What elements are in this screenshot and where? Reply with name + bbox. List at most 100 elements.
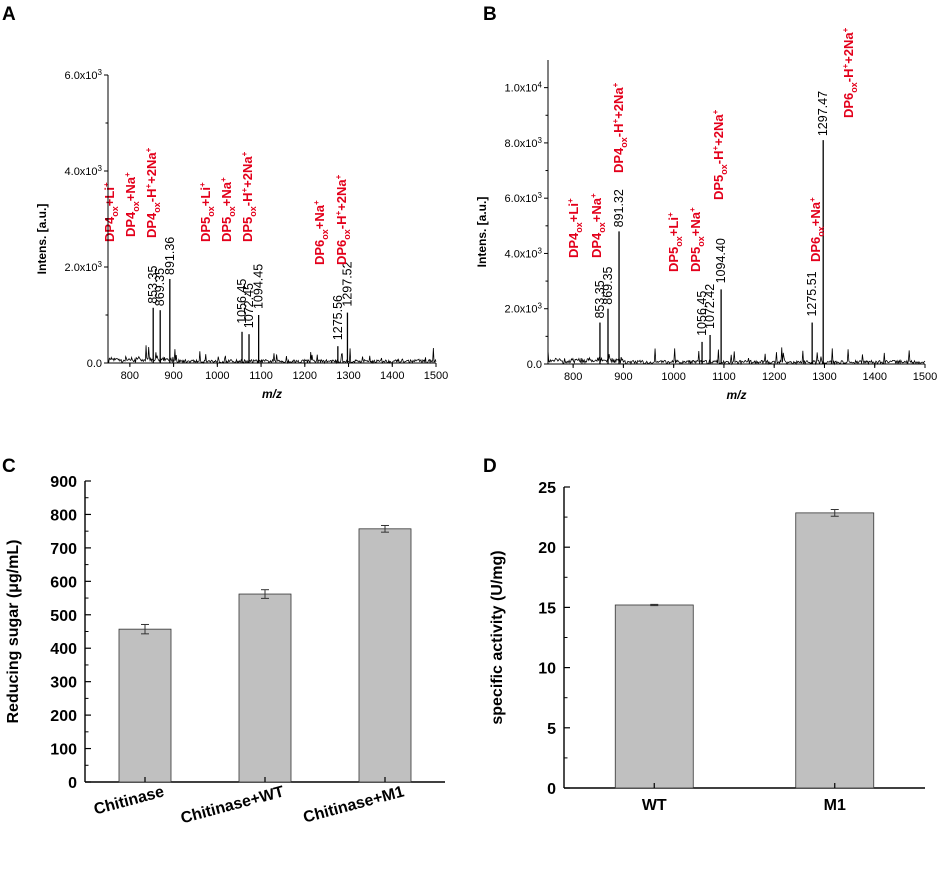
spectrum-baseline [107,345,437,365]
peak-annotation: DP6ox-H++2Na+ [841,27,859,118]
panel-label-d: D [483,456,497,477]
x-tick-label: Chitinase+WT [179,783,286,827]
y-tick-label: 0 [68,775,77,792]
y-tick-label: 6.0x103 [65,68,103,82]
y-tick-label: 300 [50,675,77,692]
peak-label: 1094.40 [714,238,728,283]
y-tick-label: 600 [50,574,77,591]
peak-label: 869.35 [601,266,615,304]
y-axis-label: specific activity (U/mg) [489,550,506,724]
x-tick-label: WT [642,797,667,814]
peak-annotation: DP5ox-H++2Na+ [240,151,258,242]
peak-annotation: DP6ox+Na+ [808,197,826,262]
y-tick-label: 0 [547,781,556,798]
y-tick-label: 5 [547,721,556,738]
x-tick-label: 1300 [812,371,836,383]
peak-label: 891.32 [612,189,626,227]
peak-annotation: DP4ox+Li+ [102,182,120,242]
peak-label: 1297.47 [816,91,830,136]
spectrum-baseline [547,347,926,366]
bar-chitinase-m1 [358,528,412,783]
x-tick-label: 1400 [380,370,404,382]
x-tick-label: 900 [614,371,632,383]
y-tick-label: 800 [50,507,77,524]
x-tick-label: Chitinase+M1 [302,783,407,826]
peak-annotation: DP4ox-H++2Na+ [144,147,162,238]
peak-label: 853.35 [146,266,160,304]
x-tick-label: 1500 [913,371,937,383]
peak-annotation: DP5ox+Na+ [219,177,237,242]
y-tick-label: 6.0x103 [505,191,543,205]
peak-annotation: DP6ox-H++2Na+ [334,174,352,265]
peak-annotation: DP4ox+Na+ [123,172,141,237]
y-tick-label: 200 [50,708,77,725]
x-tick-label: 1400 [862,371,886,383]
bar-chart-specific-activity: 0 5 10 15 20 25 WT M1 specific activity (U/mg) [489,480,925,814]
peak-label: 853.35 [593,280,607,318]
y-tick-label: 1.0x104 [505,81,543,95]
x-axis-label: m/z [726,388,746,402]
y-tick-label: 900 [50,474,77,491]
peak-label: 1297.52 [340,261,354,306]
y-tick-label: 400 [50,641,77,658]
peak-label: 1094.45 [252,264,266,309]
peak-label: 1072.45 [242,283,256,328]
x-tick-label: 1200 [293,370,317,382]
bar-m1 [795,512,875,789]
y-tick-label: 25 [538,480,556,497]
y-tick-label: 20 [538,540,556,557]
bar-chart-reducing-sugar: 0 100 200 300 400 500 600 700 800 900 Chitinase Chi… [5,474,445,827]
y-tick-label: 500 [50,608,77,625]
x-tick-label: 900 [164,370,182,382]
peak-annotation: DP5ox+Li+ [198,182,216,242]
y-tick-label: 2.0x103 [505,302,543,316]
peak-label: 869.35 [153,268,167,306]
x-tick-label: M1 [824,797,846,814]
panel-label-a: A [2,4,16,25]
peak-label: 891.36 [163,237,177,275]
peak-label: 1275.51 [805,271,819,316]
peak-label: 1072.42 [703,284,717,329]
x-tick-label: 800 [121,370,139,382]
peak-annotation: DP6ox+Na+ [312,200,330,265]
y-tick-label: 2.0x103 [65,260,103,274]
peak-label: 1056.45 [235,279,249,324]
peak-annotation: DP5ox-H++2Na+ [711,109,729,200]
y-tick-label: 0.0 [527,359,542,371]
panel-label-c: C [2,456,16,477]
panel-label-b: B [483,4,497,25]
x-tick-label: 800 [564,371,582,383]
y-tick-label: 15 [538,600,556,617]
y-tick-label: 100 [50,742,77,759]
y-tick-label: 10 [538,661,556,678]
x-tick-label: 1300 [336,370,360,382]
x-tick-label: 1000 [661,371,685,383]
peak-annotation: DP4ox-H++2Na+ [611,82,629,173]
peak-label: 1056.45 [695,291,709,336]
x-tick-label: Chitinase [92,783,166,818]
x-tick-label: 1000 [205,370,229,382]
bar-wt [614,604,694,789]
y-tick-label: 8.0x103 [505,136,543,150]
bar-chitinase [118,628,172,783]
y-axis-label: Intens. [a.u.] [475,197,489,268]
peak-label: 1275.56 [331,295,345,340]
x-tick-label: 1100 [249,370,273,382]
x-tick-label: 1200 [762,371,786,383]
y-tick-label: 0.0 [87,358,102,370]
y-axis-label: Intens. [a.u.] [35,204,49,275]
y-tick-label: 4.0x103 [65,164,103,178]
peak-annotation: DP4ox+Na+ [589,193,607,258]
y-tick-label: 700 [50,541,77,558]
x-tick-label: 1100 [712,371,736,383]
bar-chitinase-wt [238,593,292,783]
peak-annotation: DP5ox+Na+ [688,207,706,272]
x-tick-label: 1500 [424,370,448,382]
x-axis-label: m/z [262,387,282,401]
y-axis-label: Reducing sugar (μg/mL) [5,539,22,723]
peak-annotation: DP5ox+Li+ [666,212,684,272]
peak-annotation: DP4ox+Li+ [566,198,584,258]
